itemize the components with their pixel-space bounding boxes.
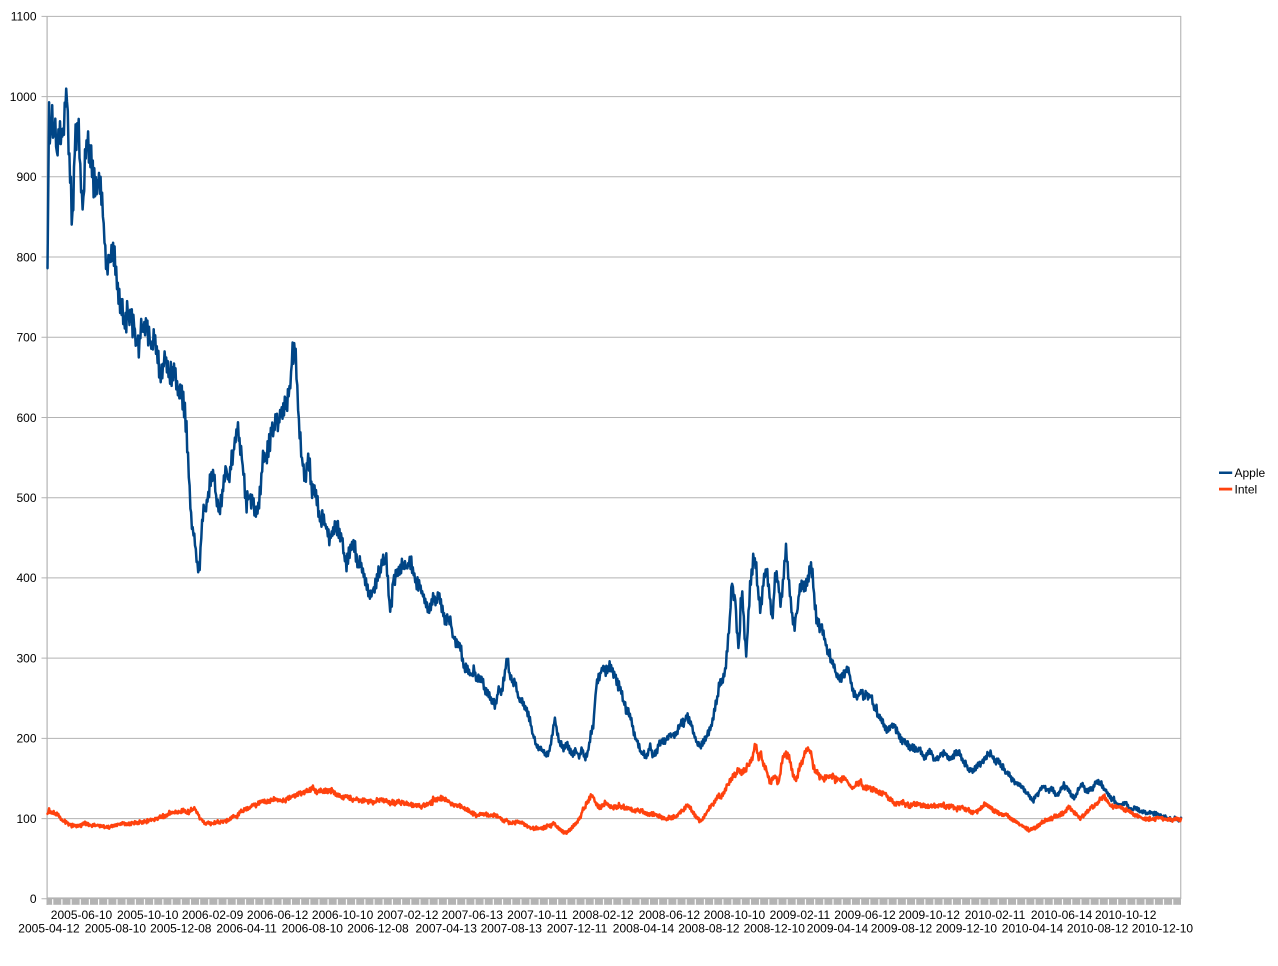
svg-text:2006-06-12: 2006-06-12 [247,908,309,922]
svg-text:Intel: Intel [1235,482,1258,496]
svg-text:2005-12-08: 2005-12-08 [150,922,212,936]
svg-text:2005-10-10: 2005-10-10 [117,908,179,922]
svg-text:2009-04-14: 2009-04-14 [807,922,869,936]
svg-text:2006-02-09: 2006-02-09 [182,908,244,922]
svg-text:2007-10-11: 2007-10-11 [507,908,568,922]
svg-text:700: 700 [16,331,36,345]
svg-text:2007-06-13: 2007-06-13 [442,908,504,922]
svg-text:2009-02-11: 2009-02-11 [770,908,831,922]
svg-text:2006-10-10: 2006-10-10 [312,908,374,922]
svg-text:2008-04-14: 2008-04-14 [613,922,675,936]
svg-text:1100: 1100 [11,10,37,24]
svg-text:400: 400 [16,571,36,585]
svg-text:2010-12-10: 2010-12-10 [1132,922,1194,936]
svg-text:2010-10-12: 2010-10-12 [1095,908,1157,922]
svg-text:2008-12-10: 2008-12-10 [744,922,806,936]
svg-text:2005-04-12: 2005-04-12 [18,922,80,936]
svg-text:2009-08-12: 2009-08-12 [871,922,933,936]
svg-text:0: 0 [30,892,37,906]
svg-text:300: 300 [16,651,36,665]
svg-text:2006-12-08: 2006-12-08 [347,922,409,936]
svg-text:2007-08-13: 2007-08-13 [481,922,543,936]
svg-text:2007-04-13: 2007-04-13 [416,922,478,936]
svg-text:Apple: Apple [1235,466,1266,480]
svg-text:100: 100 [16,812,36,826]
svg-text:2006-04-11: 2006-04-11 [216,922,277,936]
svg-text:2010-04-14: 2010-04-14 [1002,922,1064,936]
svg-text:2010-02-11: 2010-02-11 [965,908,1026,922]
svg-text:200: 200 [16,732,36,746]
svg-text:2008-08-12: 2008-08-12 [678,922,740,936]
svg-text:2006-08-10: 2006-08-10 [282,922,344,936]
svg-text:800: 800 [16,250,36,264]
svg-text:2009-12-10: 2009-12-10 [936,922,998,936]
svg-text:900: 900 [16,170,36,184]
svg-text:500: 500 [16,491,36,505]
svg-text:2007-12-11: 2007-12-11 [547,922,608,936]
svg-text:2007-02-12: 2007-02-12 [377,908,439,922]
svg-text:2005-08-10: 2005-08-10 [85,922,147,936]
svg-text:2005-06-10: 2005-06-10 [51,908,113,922]
svg-text:2010-08-12: 2010-08-12 [1067,922,1129,936]
svg-text:2010-06-14: 2010-06-14 [1031,908,1093,922]
svg-text:2008-06-12: 2008-06-12 [639,908,701,922]
svg-text:2008-02-12: 2008-02-12 [572,908,634,922]
svg-text:1000: 1000 [10,90,37,104]
svg-text:2009-10-12: 2009-10-12 [899,908,961,922]
svg-text:2008-10-10: 2008-10-10 [704,908,766,922]
svg-text:600: 600 [16,411,36,425]
svg-text:2009-06-12: 2009-06-12 [834,908,896,922]
